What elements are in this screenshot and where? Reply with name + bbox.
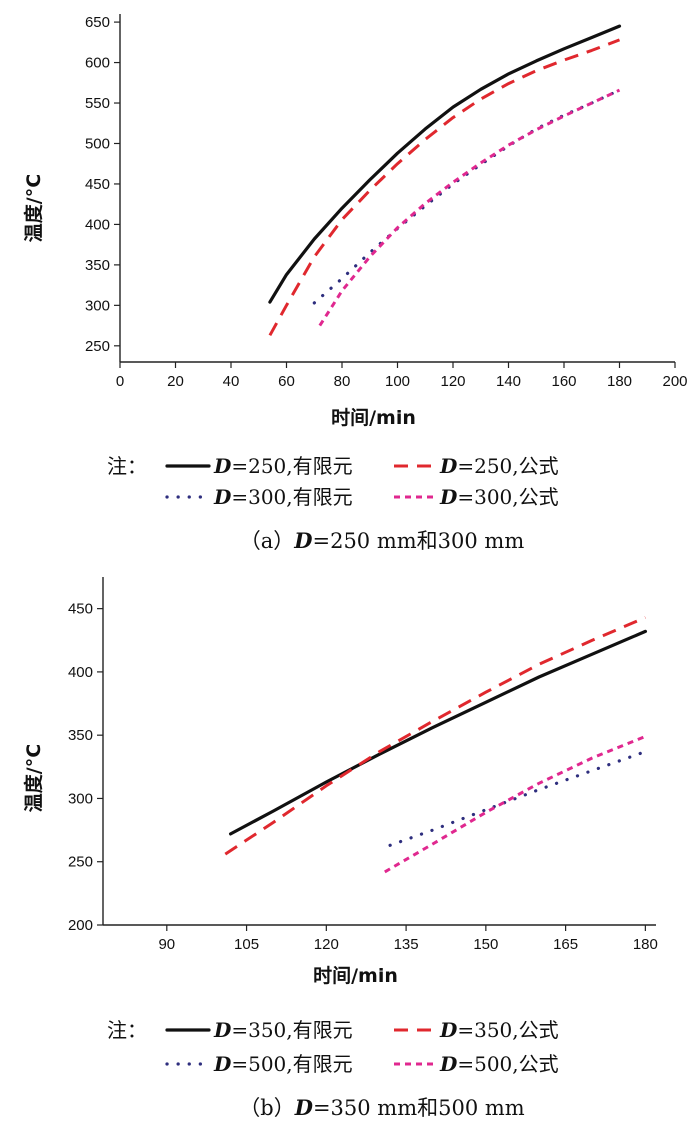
x-tick-label: 105 (234, 936, 259, 953)
x-tick-label: 0 (116, 373, 124, 390)
legend-note: 注： (107, 1018, 147, 1042)
x-tick-label: 135 (394, 936, 419, 953)
legend-label: D=350,有限元 (213, 1018, 353, 1042)
x-tick-label: 165 (553, 936, 578, 953)
legend-label: D=300,公式 (439, 485, 559, 509)
x-tick-label: 60 (278, 373, 295, 390)
x-axis-label: 时间/min (313, 965, 398, 987)
legend-label: D=500,公式 (439, 1052, 559, 1076)
y-tick-label: 350 (85, 257, 110, 274)
y-tick-label: 550 (85, 95, 110, 112)
series-line (388, 749, 648, 847)
chart-a: 0 20 40 60 80 100 120 140 160 180 200 250 300 350 400 4… (22, 14, 688, 553)
y-tick-label: 300 (68, 790, 93, 807)
y-tick-label: 200 (68, 917, 93, 934)
y-axis-label: 温度/°C (22, 744, 45, 812)
y-tick-label: 250 (85, 338, 110, 355)
x-tick-label: 140 (496, 373, 521, 390)
series-line (224, 616, 646, 856)
y-tick-label: 350 (68, 727, 93, 744)
y-tick-label: 300 (85, 297, 110, 314)
x-tick-label: 180 (633, 936, 658, 953)
x-tick-label: 120 (440, 373, 465, 390)
series-line (229, 629, 648, 836)
x-axis-label: 时间/min (331, 407, 416, 429)
x-tick-label: 90 (158, 936, 175, 953)
legend-label: D=250,有限元 (213, 454, 353, 478)
y-tick-label: 500 (85, 135, 110, 152)
x-tick-label: 180 (607, 373, 632, 390)
x-tick-label: 200 (662, 373, 687, 390)
series-line (384, 735, 646, 874)
y-tick-label: 450 (85, 176, 110, 193)
x-tick-label: 120 (314, 936, 339, 953)
x-tick-label: 160 (551, 373, 576, 390)
x-tick-label: 80 (334, 373, 351, 390)
x-tick-label: 40 (223, 373, 240, 390)
legend-label: D=300,有限元 (213, 485, 353, 509)
legend-label: D=350,公式 (439, 1018, 559, 1042)
y-tick-label: 650 (85, 14, 110, 31)
series-line (318, 88, 621, 327)
series-line (268, 38, 621, 337)
x-tick-label: 150 (473, 936, 498, 953)
y-axis-label: 温度/°C (22, 174, 45, 242)
y-tick-label: 600 (85, 55, 110, 72)
subfigure-caption: （b）D=350 mm和500 mm (239, 1095, 525, 1120)
y-tick-label: 450 (68, 601, 93, 618)
x-tick-label: 100 (385, 373, 410, 390)
chart-b: 90 105 120 135 150 165 180 200 250 300 350 400 450 时间… (22, 577, 658, 1120)
legend-label: D=250,公式 (439, 454, 559, 478)
x-tick-label: 20 (167, 373, 184, 390)
y-tick-label: 400 (85, 216, 110, 233)
series-line (268, 24, 622, 304)
y-tick-label: 250 (68, 854, 93, 871)
legend-label: D=500,有限元 (213, 1052, 353, 1076)
y-tick-label: 400 (68, 664, 93, 681)
subfigure-caption: （a）D=250 mm和300 mm (240, 528, 525, 553)
legend-note: 注： (107, 454, 147, 478)
